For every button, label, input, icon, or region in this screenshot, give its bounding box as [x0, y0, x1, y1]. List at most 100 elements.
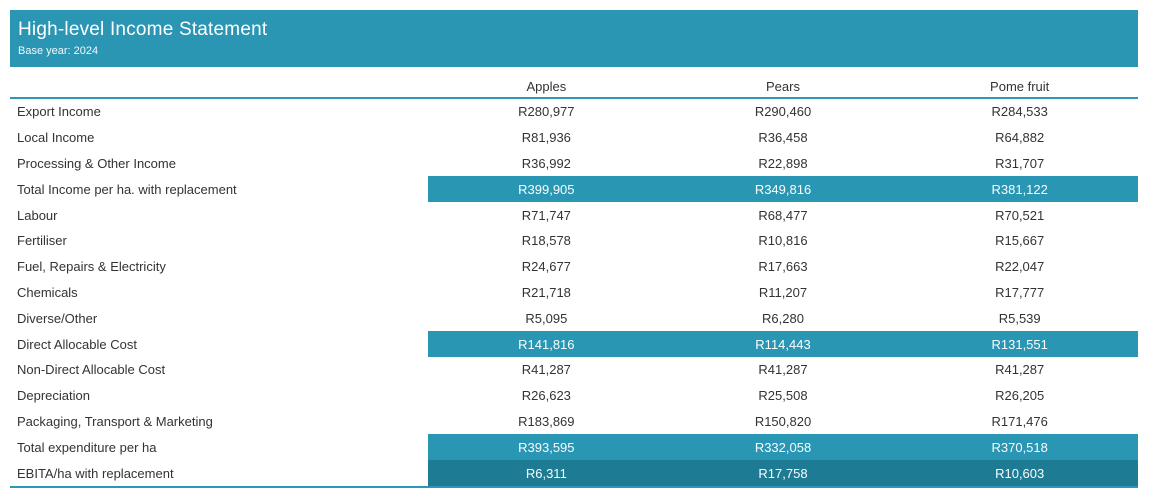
row-values: R399,905 R349,816 R381,122	[428, 176, 1138, 203]
table-row: Non-Direct Allocable Cost R41,287 R41,287 R…	[10, 357, 1138, 383]
row-label: Fuel, Repairs & Electricity	[17, 259, 166, 275]
cell-value: R41,287	[758, 362, 808, 378]
column-headers: Apples Pears Pome fruit	[428, 79, 1138, 94]
table-row: Total expenditure per ha R393,595 R332,058…	[10, 434, 1138, 461]
cell-value: R36,458	[758, 130, 808, 146]
table-body: Export Income R280,977 R290,460 R284,533 Loc…	[10, 99, 1138, 488]
row-values: R5,095 R6,280 R5,539	[428, 305, 1138, 331]
cell-value: R381,122	[991, 181, 1048, 197]
row-label: Chemicals	[17, 284, 78, 300]
cell-value: R171,476	[991, 413, 1048, 429]
row-label: Total expenditure per ha	[17, 439, 157, 455]
row-label: Diverse/Other	[17, 310, 98, 326]
cell-value: R22,898	[758, 155, 808, 171]
row-values: R26,623 R25,508 R26,205	[428, 383, 1138, 409]
cell-value: R284,533	[991, 104, 1048, 120]
cell-value: R15,667	[995, 233, 1045, 249]
cell-value: R36,992	[521, 155, 571, 171]
table-row: Export Income R280,977 R290,460 R284,533	[10, 99, 1138, 125]
cell-value: R6,280	[762, 310, 804, 326]
cell-value: R5,095	[525, 310, 568, 326]
cell-value: R393,595	[518, 439, 575, 455]
row-label: Total Income per ha. with replacement	[17, 181, 237, 197]
row-values: R280,977 R290,460 R284,533	[428, 99, 1138, 125]
table-row: Fertiliser R18,578 R10,816 R15,667	[10, 228, 1138, 254]
cell-value: R150,820	[754, 413, 812, 429]
table-row: Labour R71,747 R68,477 R70,521	[10, 202, 1138, 228]
row-values: R6,311 R17,758 R10,603	[428, 460, 1138, 486]
cell-value: R17,663	[758, 259, 808, 275]
row-label: Direct Allocable Cost	[17, 336, 137, 352]
row-values: R36,992 R22,898 R31,707	[428, 151, 1138, 177]
cell-value: R370,518	[991, 439, 1048, 455]
cell-value: R114,443	[755, 336, 811, 352]
row-values: R141,816 R114,443 R131,551	[428, 331, 1138, 357]
row-values: R81,936 R36,458 R64,882	[428, 125, 1138, 151]
cell-value: R5,539	[998, 310, 1041, 326]
cell-value: R290,460	[754, 104, 812, 120]
cell-value: R68,477	[758, 207, 808, 223]
cell-value: R183,869	[518, 413, 575, 429]
row-values: R71,747 R68,477 R70,521	[428, 202, 1138, 228]
cell-value: R70,521	[995, 207, 1045, 223]
cell-value: R41,287	[995, 362, 1045, 378]
cell-value: R17,777	[995, 284, 1045, 300]
cell-value: R332,058	[754, 439, 812, 455]
row-values: R393,595 R332,058 R370,518	[428, 434, 1138, 461]
cell-value: R10,603	[995, 465, 1045, 481]
table-row: Processing & Other Income R36,992 R22,898 R…	[10, 151, 1138, 177]
row-label: Labour	[17, 207, 58, 223]
base-year-label: Base year: 2024	[18, 45, 99, 57]
cell-value: R71,747	[521, 207, 571, 223]
table-row: Depreciation R26,623 R25,508 R26,205	[10, 383, 1138, 409]
cell-value: R141,816	[518, 336, 575, 352]
table-row: Total Income per ha. with replacement R39…	[10, 176, 1138, 203]
row-values: R18,578 R10,816 R15,667	[428, 228, 1138, 254]
column-header-row: Apples Pears Pome fruit	[10, 75, 1138, 99]
cell-value: R81,936	[521, 130, 571, 146]
income-statement-table: Apples Pears Pome fruit Export Income R280,…	[10, 75, 1138, 488]
cell-value: R280,977	[518, 104, 575, 120]
cell-value: R26,205	[995, 388, 1045, 404]
page-title: High-level Income Statement	[18, 19, 268, 40]
table-row: Diverse/Other R5,095 R6,280 R5,539	[10, 305, 1138, 331]
cell-value: R6,311	[525, 465, 567, 481]
row-label: Non-Direct Allocable Cost	[17, 362, 166, 378]
cell-value: R17,758	[758, 465, 808, 481]
cell-value: R22,047	[995, 259, 1045, 275]
cell-value: R399,905	[518, 181, 575, 197]
report-header-banner: High-level Income Statement Base year: 2…	[10, 10, 1138, 67]
table-row: Local Income R81,936 R36,458 R64,882	[10, 125, 1138, 151]
column-header: Apples	[526, 78, 567, 94]
table-row: Direct Allocable Cost R141,816 R114,443 R13…	[10, 331, 1138, 357]
column-header: Pears	[766, 78, 800, 94]
row-values: R21,718 R11,207 R17,777	[428, 280, 1138, 306]
row-label: Local Income	[17, 130, 95, 146]
cell-value: R31,707	[995, 155, 1045, 171]
table-row: Chemicals R21,718 R11,207 R17,777	[10, 280, 1138, 306]
row-label: Packaging, Transport & Marketing	[17, 413, 213, 429]
cell-value: R18,578	[521, 233, 571, 249]
cell-value: R25,508	[758, 388, 808, 404]
table-row: Packaging, Transport & Marketing R183,869…	[10, 409, 1138, 435]
column-header: Pome fruit	[990, 78, 1050, 94]
row-label: EBITA/ha with replacement	[17, 465, 174, 481]
row-label: Fertiliser	[17, 233, 67, 249]
row-values: R183,869 R150,820 R171,476	[428, 409, 1138, 435]
row-label: Processing & Other Income	[17, 155, 176, 171]
cell-value: R11,207	[758, 284, 808, 300]
row-label: Export Income	[17, 104, 101, 120]
row-values: R41,287 R41,287 R41,287	[428, 357, 1138, 383]
cell-value: R21,718	[521, 284, 571, 300]
cell-value: R24,677	[521, 259, 571, 275]
cell-value: R26,623	[521, 388, 571, 404]
table-row: EBITA/ha with replacement R6,311 R17,758 R1…	[10, 460, 1138, 486]
cell-value: R64,882	[995, 130, 1045, 146]
row-label: Depreciation	[17, 388, 90, 404]
cell-value: R41,287	[521, 362, 571, 378]
table-row: Fuel, Repairs & Electricity R24,677 R17,66…	[10, 254, 1138, 280]
cell-value: R131,551	[991, 336, 1048, 352]
cell-value: R10,816	[758, 233, 808, 249]
row-values: R24,677 R17,663 R22,047	[428, 254, 1138, 280]
